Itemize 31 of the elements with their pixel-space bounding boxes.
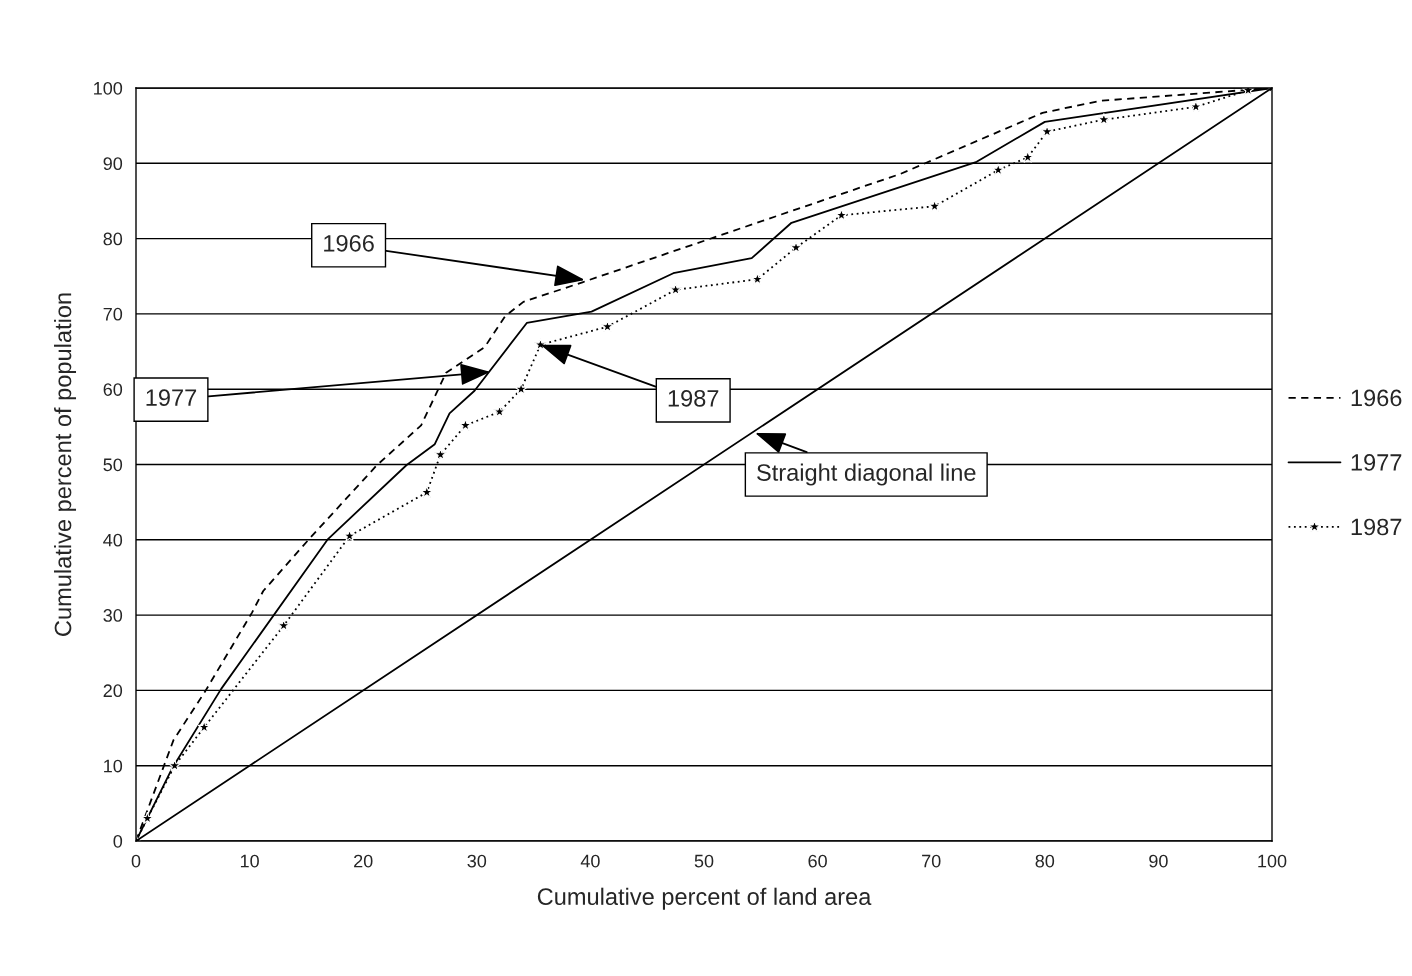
y-tick-label: 70: [103, 307, 123, 321]
y-tick-label: 90: [103, 157, 123, 171]
y-tick-label: 60: [103, 383, 123, 396]
annotation: 1977: [146, 389, 197, 406]
x-tick-label: 10: [240, 854, 259, 868]
legend-label: 1966: [1351, 389, 1402, 407]
y-tick-label: 80: [103, 232, 123, 246]
y-tick-label: 10: [104, 759, 123, 773]
y-tick-label: 30: [103, 609, 123, 622]
x-tick-label: 60: [808, 854, 827, 868]
y-tick-label: 0: [113, 834, 123, 848]
x-axis-title: Cumulative percent of land area: [537, 887, 872, 910]
x-tick-label: 90: [1149, 854, 1168, 868]
x-tick-label: 30: [467, 854, 487, 868]
legend-label: 1987: [1351, 518, 1402, 536]
y-tick-label: 20: [103, 684, 123, 698]
annotation: 1966: [324, 234, 374, 252]
y-tick-label: 40: [103, 533, 123, 547]
x-tick-label: 70: [922, 854, 941, 868]
x-tick-label: 100: [1258, 854, 1287, 868]
annotation: Straight diagonal line: [757, 463, 976, 486]
x-tick-label: 80: [1035, 854, 1055, 868]
x-tick-label: 20: [354, 854, 373, 868]
legend-label: 1977: [1351, 454, 1402, 471]
y-tick-label: 50: [103, 458, 123, 472]
y-axis-title: Cumulative percent of population: [54, 293, 77, 636]
x-tick-label: 50: [694, 854, 714, 868]
annotation: 1987: [668, 389, 719, 407]
x-tick-label: 0: [131, 854, 141, 868]
x-tick-label: 40: [580, 854, 600, 868]
y-tick-label: 100: [94, 81, 123, 95]
